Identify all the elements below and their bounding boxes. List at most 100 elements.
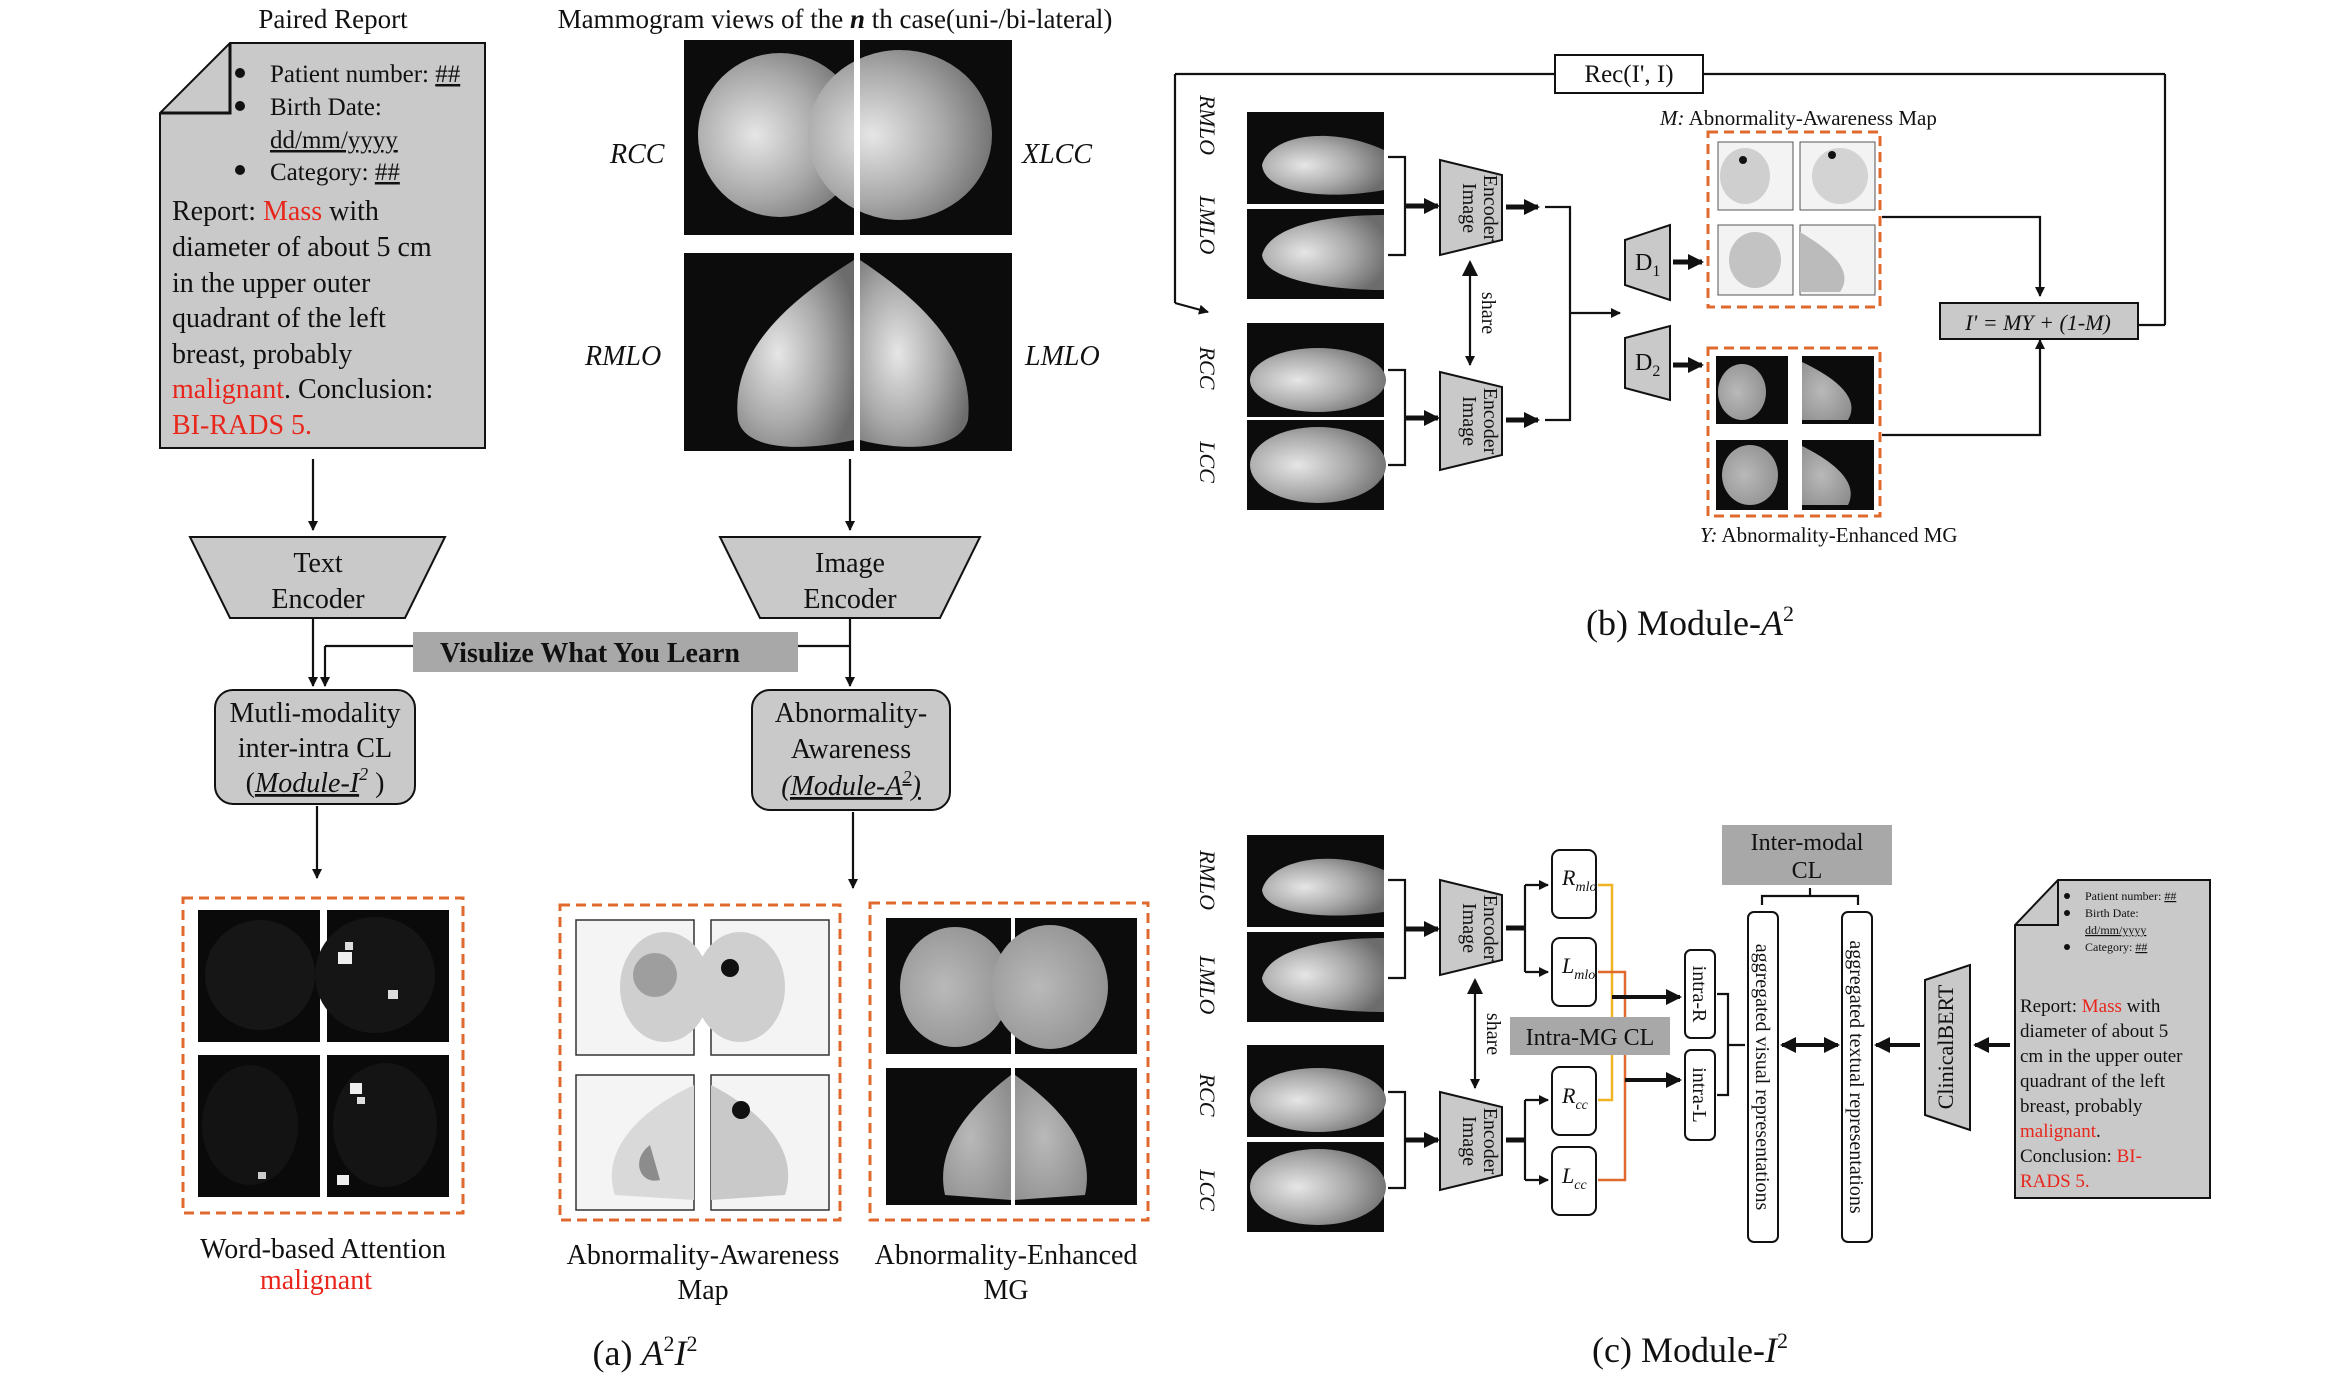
label-rmlo: RMLO (584, 341, 661, 372)
svg-text:Birth Date:: Birth Date: (2085, 906, 2139, 920)
ae-mg-group (868, 901, 1150, 1222)
inter-modal-cl-banner (1722, 825, 1892, 885)
svg-text:Abnormality-Enhanced: Abnormality-Enhanced (875, 1240, 1138, 1271)
report-line-1: Report: Mass with (172, 196, 379, 227)
l-mlo-box (1551, 937, 1597, 1007)
svg-text:Image: Image (1458, 183, 1480, 233)
report-line-2: diameter of about 5 cm (172, 232, 432, 263)
svg-text:Lcc: Lcc (1561, 1163, 1587, 1193)
svg-text:Encoder: Encoder (1479, 895, 1501, 962)
svg-text:Map: Map (677, 1275, 728, 1306)
panel-c-view-labels: RMLO LMLO RCC LCC (1195, 849, 1220, 1211)
aa-module-box (751, 689, 951, 811)
svg-text:MG: MG (983, 1275, 1028, 1306)
svg-text:RMLO: RMLO (1195, 849, 1220, 910)
panel-b-mammograms (1247, 112, 1386, 510)
svg-text:LMLO: LMLO (1195, 955, 1220, 1015)
report-line-4: quadrant of the left (172, 303, 386, 334)
small-report-bullets: Patient number: ## Birth Date: dd/mm/yyy… (2064, 889, 2176, 954)
panel-b-enhanced-mg (1716, 356, 1874, 510)
svg-text:Category: ##: Category: ## (2085, 940, 2147, 954)
panel-b-image-encoder-1 (1439, 158, 1503, 257)
svg-text:dd/mm/yyyy: dd/mm/yyyy (2085, 923, 2146, 937)
intra-l-connector (1598, 970, 1627, 1182)
svg-text:share: share (1482, 1013, 1504, 1055)
intra-l-box (1684, 1049, 1716, 1141)
aa-module-name: (Module-A2) (781, 767, 921, 802)
panel-b-image-encoder-2 (1439, 370, 1503, 472)
svg-text:RADS 5.: RADS 5. (2020, 1171, 2090, 1192)
panel-c: RMLO LMLO RCC LCC Image Encoder Image En… (1195, 825, 2211, 1370)
report-line-7: BI-RADS 5. (172, 410, 312, 441)
r-mlo-box (1551, 849, 1597, 919)
enhanced-mg-output (1706, 346, 1882, 518)
caption-c: (c) Module-I2 (1592, 1328, 1788, 1370)
report-document (159, 42, 486, 449)
panel-b-view-labels: RMLO LMLO RCC LCC (1195, 94, 1220, 483)
panel-b: Rec(I', I) RMLO LMLO RCC LCC (1173, 54, 2167, 643)
report-bullet-1: Patient number: ## (270, 61, 461, 88)
report-line-5: breast, probably (172, 339, 352, 370)
svg-text:Rec(I', I): Rec(I', I) (1584, 61, 1673, 88)
r-cc-box (1551, 1066, 1597, 1136)
caption-b: (b) Module-A2 (1586, 601, 1794, 643)
svg-text:quadrant of the left: quadrant of the left (2020, 1071, 2166, 1092)
label-xlcc: XLCC (1021, 139, 1092, 170)
document-fold (160, 43, 232, 115)
svg-text:ClinicalBERT: ClinicalBERT (1933, 984, 1958, 1109)
intra-r-connector (1598, 883, 1614, 1102)
intra-r-box (1684, 949, 1716, 1039)
svg-text:malignant: malignant (260, 1265, 372, 1296)
svg-text:Encoder: Encoder (803, 584, 897, 615)
panel-c-image-encoder-2 (1439, 1090, 1503, 1192)
svg-text:Encoder: Encoder (1479, 175, 1501, 242)
panel-c-image-encoder-1 (1439, 878, 1503, 977)
svg-text:CL: CL (1792, 858, 1823, 884)
svg-text:I' = MY + (1-M): I' = MY + (1-M) (1964, 310, 2111, 335)
svg-text:Visulize What You Learn: Visulize What You Learn (440, 638, 740, 669)
decoder-d2 (1624, 324, 1671, 402)
svg-text:RCC: RCC (1195, 346, 1220, 390)
svg-text:Image: Image (1458, 396, 1480, 446)
svg-text:Report: Mass with: Report: Mass with (2020, 996, 2161, 1017)
svg-text:Inter-modal: Inter-modal (1751, 830, 1864, 856)
report-bullets: Patient number: ## Birth Date: dd/mm/yyy… (235, 61, 461, 186)
svg-text:aggregated visual representati: aggregated visual representations (1751, 944, 1773, 1211)
panel-a: Paired Report Mammogram views of the n t… (159, 4, 1150, 1373)
small-report-document (2014, 879, 2211, 1199)
report-line-6: malignant. Conclusion: (172, 374, 433, 405)
word-attention-group (181, 896, 465, 1215)
svg-text:diameter of about 5: diameter of about 5 (2020, 1021, 2168, 1042)
svg-text:malignant.: malignant. (2020, 1121, 2101, 1142)
svg-text:Abnormality-Awareness: Abnormality-Awareness (567, 1240, 840, 1271)
svg-text:Intra-MG CL: Intra-MG CL (1526, 1025, 1655, 1051)
svg-text:LCC: LCC (1195, 440, 1220, 483)
label-lmlo: LMLO (1024, 341, 1100, 372)
svg-text:Mutli-modality: Mutli-modality (229, 698, 400, 729)
svg-text:Image: Image (815, 548, 885, 579)
report-bullet-2: Birth Date: (270, 94, 382, 121)
svg-text:intra-R: intra-R (1688, 966, 1710, 1023)
svg-text:Word-based Attention: Word-based Attention (200, 1234, 446, 1265)
svg-text:Rmlo: Rmlo (1561, 865, 1596, 895)
cl-module-name: (Module-I2 ) (246, 764, 385, 799)
svg-text:Abnormality-: Abnormality- (775, 698, 927, 729)
text-encoder (188, 536, 447, 619)
report-body: Report: Mass with diameter of about 5 cm… (172, 196, 433, 441)
mammogram-views-title: Mammogram views of the n th case(uni-/bi… (558, 4, 1113, 34)
svg-text:Encoder: Encoder (1479, 1108, 1501, 1175)
svg-text:Patient number: ##: Patient number: ## (2085, 889, 2176, 903)
mammogram-views-grid (684, 40, 1012, 451)
svg-text:RCC: RCC (1195, 1073, 1220, 1117)
ae-mg-images (886, 918, 1137, 1205)
agg-textual-box (1841, 911, 1873, 1243)
svg-text:inter-intra CL: inter-intra CL (238, 733, 392, 764)
image-encoder (718, 536, 982, 619)
svg-text:intra-L: intra-L (1688, 1067, 1710, 1123)
caption-a: (a) A2I2 (593, 1331, 698, 1373)
aa-map-images (575, 919, 830, 1211)
svg-text:Lmlo: Lmlo (1561, 953, 1595, 983)
report-line-3: in the upper outer (172, 268, 371, 299)
svg-text:Conclusion: BI-: Conclusion: BI- (2020, 1146, 2142, 1167)
